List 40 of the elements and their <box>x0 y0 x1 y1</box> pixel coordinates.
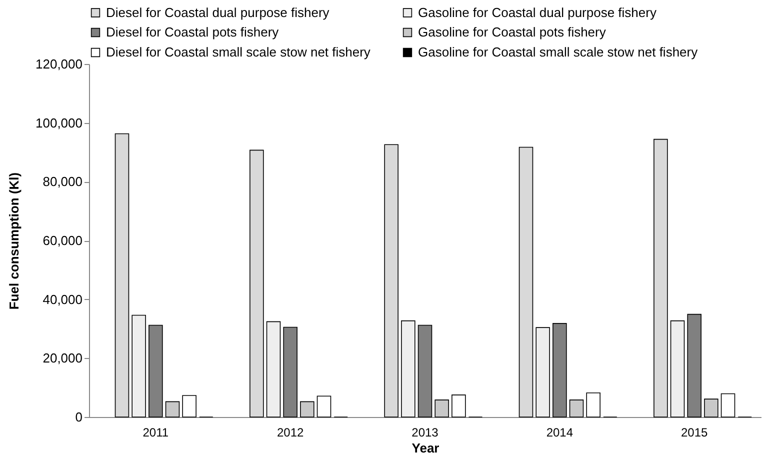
y-tick-label: 120,000 <box>36 56 82 72</box>
bar <box>182 395 196 418</box>
bar <box>654 138 668 418</box>
y-tick-label: 0 <box>75 410 82 424</box>
bar <box>569 400 584 418</box>
bar <box>316 396 332 418</box>
x-axis-title: Year <box>412 440 440 456</box>
bar <box>586 392 600 418</box>
bar <box>670 320 685 418</box>
bar <box>132 314 146 418</box>
y-axis-title: Fuel consumption (Kl) <box>6 172 22 310</box>
bar <box>266 321 281 418</box>
bar <box>452 394 466 418</box>
legend-label: Gasoline for Coastal small scale stow net fishery <box>418 44 698 60</box>
bar <box>704 398 718 418</box>
y-tick-label: 40,000 <box>42 292 82 307</box>
bar <box>434 400 449 418</box>
bar <box>114 133 130 418</box>
bar <box>165 401 180 418</box>
x-tick-label: 2015 <box>680 426 708 440</box>
y-tick-label: 20,000 <box>42 350 82 366</box>
y-tick-label: 100,000 <box>36 115 82 130</box>
bar <box>384 144 398 418</box>
bar <box>518 146 534 418</box>
legend-label: Diesel for Coastal pots fishery <box>106 24 280 40</box>
bar <box>720 393 736 418</box>
bar <box>401 320 416 418</box>
legend-label: Diesel for Coastal dual purpose fishery <box>106 4 330 20</box>
x-tick-label: 2014 <box>546 426 574 440</box>
bar <box>536 327 550 418</box>
y-tick-label: 80,000 <box>42 174 82 190</box>
y-tick-label: 60,000 <box>42 233 82 248</box>
legend-label: Diesel for Coastal small scale stow net fishery <box>106 44 371 60</box>
x-tick-label: 2011 <box>142 426 169 440</box>
bar <box>300 401 314 418</box>
x-tick-label: 2013 <box>412 426 439 440</box>
legend-label: Gasoline for Coastal pots fishery <box>418 24 606 40</box>
x-tick-label: 2012 <box>276 426 304 440</box>
bar <box>250 150 264 418</box>
legend-label: Gasoline for Coastal dual purpose fishery <box>418 4 657 20</box>
